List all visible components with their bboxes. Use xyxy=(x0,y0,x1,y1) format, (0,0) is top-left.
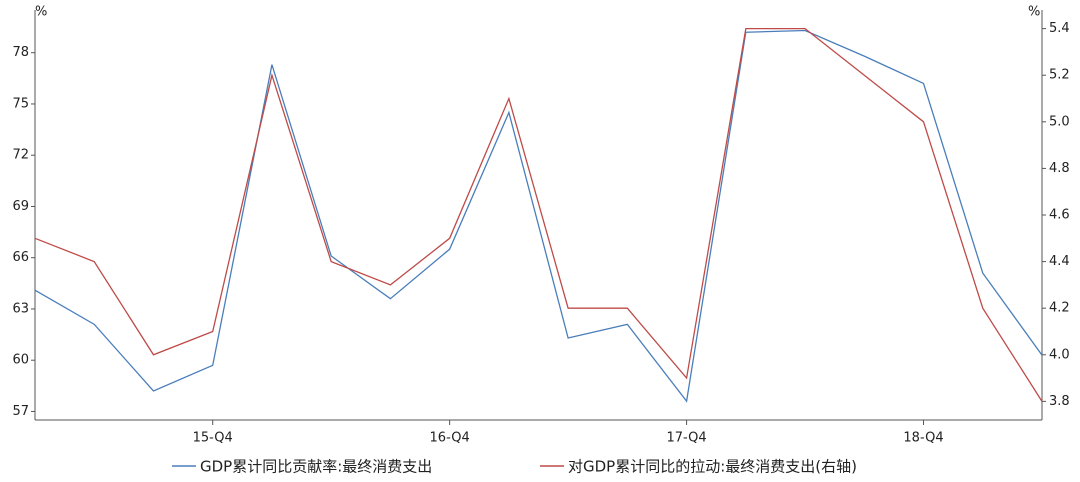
y-tick-label: 78 xyxy=(12,45,29,60)
y2-tick-label: 4.0 xyxy=(1049,347,1070,362)
y2-axis-label: % xyxy=(1028,5,1040,20)
x-tick-label: 17-Q4 xyxy=(666,431,706,446)
y2-tick-label: 4.2 xyxy=(1049,301,1070,316)
x-tick-label: 18-Q4 xyxy=(903,431,943,446)
y-tick-label: 72 xyxy=(12,148,29,163)
y2-tick-label: 4.4 xyxy=(1049,254,1070,269)
y-tick-label: 57 xyxy=(12,404,29,419)
legend-label: GDP累计同比贡献率:最终消费支出 xyxy=(200,458,432,476)
y-tick-label: 75 xyxy=(12,96,29,111)
y-tick-label: 63 xyxy=(12,301,29,316)
y-tick-label: 69 xyxy=(12,199,29,214)
series-line xyxy=(34,29,1043,403)
y2-tick-label: 5.0 xyxy=(1049,114,1070,129)
x-tick-label: 15-Q4 xyxy=(193,431,233,446)
y-tick-label: 60 xyxy=(12,353,29,368)
y2-tick-label: 4.8 xyxy=(1049,161,1070,176)
y-axis-label: % xyxy=(35,5,47,20)
legend-label: 对GDP累计同比的拉动:最终消费支出(右轴) xyxy=(568,458,857,476)
y2-tick-label: 3.8 xyxy=(1049,394,1070,409)
series-line xyxy=(34,27,1043,402)
x-tick-label: 16-Q4 xyxy=(430,431,470,446)
y2-tick-label: 5.2 xyxy=(1049,68,1070,83)
y2-tick-label: 4.6 xyxy=(1049,208,1070,223)
y-tick-label: 66 xyxy=(12,250,29,265)
y2-tick-label: 5.4 xyxy=(1049,21,1070,36)
